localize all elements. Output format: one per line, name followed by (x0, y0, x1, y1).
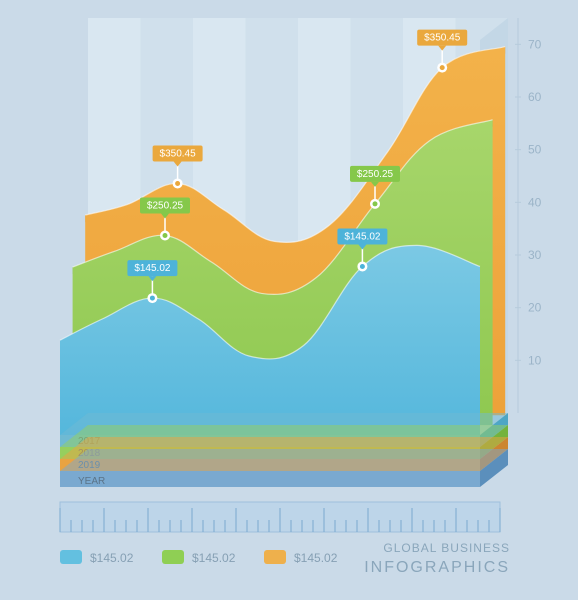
callout-label: $350.45 (424, 33, 461, 44)
legend-label: $145.02 (294, 551, 338, 565)
svg-text:60: 60 (528, 90, 542, 104)
legend-label: $145.02 (90, 551, 134, 565)
callout-label: $145.02 (344, 231, 381, 242)
svg-text:20: 20 (528, 301, 542, 315)
callout-label: $250.25 (147, 201, 184, 212)
svg-text:50: 50 (528, 143, 542, 157)
svg-text:10: 10 (528, 353, 542, 367)
callout-label: $145.02 (134, 263, 171, 274)
legend-swatch (264, 550, 286, 564)
footer-title: GLOBAL BUSINESS (383, 541, 510, 555)
svg-text:40: 40 (528, 195, 542, 209)
legend-swatch (162, 550, 184, 564)
base-layer-label: YEAR (78, 476, 105, 487)
base-layers: 201720182019YEAR (60, 413, 508, 487)
legend-swatch (60, 550, 82, 564)
svg-text:30: 30 (528, 248, 542, 262)
svg-text:70: 70 (528, 37, 542, 51)
legend-label: $145.02 (192, 551, 236, 565)
callout-label: $350.45 (160, 148, 197, 159)
footer-subtitle: INFOGRAPHICS (364, 559, 510, 576)
callout-label: $250.25 (357, 169, 394, 180)
ruler (60, 502, 500, 532)
legend: $145.02 $145.02 $145.02 (60, 550, 338, 565)
